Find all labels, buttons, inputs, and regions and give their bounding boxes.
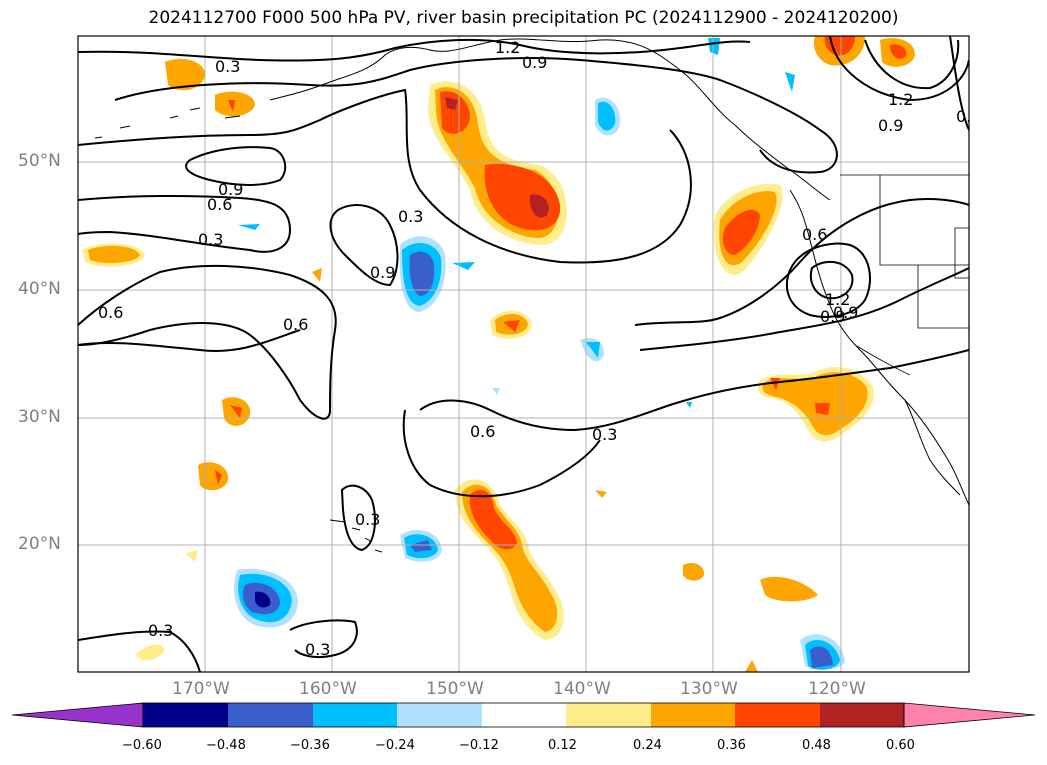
contour-label: 0.3 (398, 207, 423, 226)
colorbar-swatch (397, 703, 482, 727)
contour-label: 0.9 (522, 53, 547, 72)
contour-label: 0.3 (592, 425, 617, 444)
contour-label: 1.2 (495, 38, 520, 57)
colorbar-swatch (482, 703, 566, 727)
map-frame (77, 35, 970, 673)
colorbar-tick: 0.36 (717, 738, 746, 753)
colorbar-tick: −0.48 (206, 738, 246, 753)
contour-labels: 1.2 0.9 0.3 0.9 1.2 0.9 0.6 0.9 0.6 0.3 … (98, 38, 981, 659)
lat-label: 20°N (18, 534, 61, 554)
colorbar-tick: 0.48 (802, 738, 831, 753)
contour-label: 0.6 (98, 303, 123, 322)
colorbar-swatch (566, 703, 651, 727)
contour-label: 0.9 (218, 180, 243, 199)
contour-label: 0.3 (198, 230, 223, 249)
lat-label: 50°N (18, 151, 61, 171)
contour-label: 0.6 (956, 107, 981, 126)
borders (840, 174, 969, 376)
lat-label: 40°N (18, 279, 61, 299)
colorbar-min-extend (11, 702, 144, 728)
contour-label: 0.9 (878, 116, 903, 135)
contour-label: 0.3 (148, 621, 173, 640)
lon-label: 170°W (172, 679, 230, 699)
pv-contours (78, 36, 969, 672)
colorbar-tick: −0.24 (375, 738, 415, 753)
colorbar-tick: −0.60 (122, 738, 162, 753)
colorbar-tick: 0.24 (633, 738, 662, 753)
precip-shading (82, 36, 915, 672)
graticule (78, 36, 969, 672)
contour-label: 0.6 (283, 315, 308, 334)
colorbar-tick: 0.60 (886, 738, 915, 753)
colorbar-swatch (820, 703, 904, 727)
colorbar-tick: −0.12 (459, 738, 499, 753)
lon-label: 130°W (680, 679, 738, 699)
contour-label: 0.9 (833, 303, 858, 322)
map-title: 2024112700 F000 500 hPa PV, river basin … (148, 8, 899, 28)
contour-label: 0.3 (355, 510, 380, 529)
lat-label: 30°N (18, 407, 61, 427)
colorbar-swatch (735, 703, 820, 727)
colorbar-swatch (313, 703, 397, 727)
lon-label: 120°W (808, 679, 866, 699)
contour-label: 0.3 (305, 640, 330, 659)
lon-label: 150°W (426, 679, 484, 699)
contour-label: 0.6 (470, 422, 495, 441)
contour-label: 1.2 (888, 90, 913, 109)
contour-label: 0.9 (820, 307, 845, 326)
colorbar-swatch (651, 703, 735, 727)
lon-label: 140°W (553, 679, 611, 699)
contour-label: 0.3 (215, 57, 240, 76)
contour-label: 1.2 (825, 290, 850, 309)
colorbar-tick: 0.12 (548, 738, 577, 753)
contour-label: 0.9 (370, 263, 395, 282)
lon-label: 160°W (299, 679, 357, 699)
colorbar (11, 702, 1036, 728)
colorbar-max-extend (903, 702, 1036, 728)
contour-label: 0.6 (802, 225, 827, 244)
map-area: 1.2 0.9 0.3 0.9 1.2 0.9 0.6 0.9 0.6 0.3 … (78, 36, 981, 672)
coastlines (94, 38, 969, 553)
contour-label: 0.6 (207, 195, 232, 214)
colorbar-swatch (143, 703, 228, 727)
colorbar-tick: −0.36 (290, 738, 330, 753)
colorbar-swatch (228, 703, 313, 727)
